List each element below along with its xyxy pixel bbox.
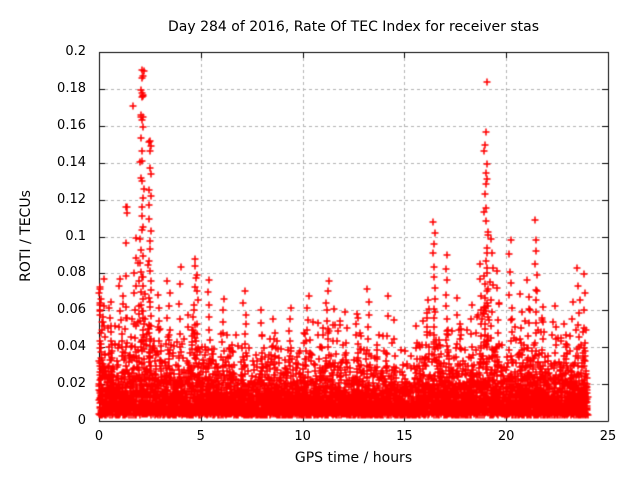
- y-tick-label: 0.04: [57, 339, 86, 355]
- x-tick-label: 10: [294, 429, 311, 444]
- y-tick-label: 0.18: [57, 80, 86, 96]
- x-tick-label: 5: [196, 429, 205, 444]
- y-tick-label: 0.08: [57, 265, 86, 281]
- x-tick-label: 25: [599, 429, 617, 444]
- y-tick-label: 0.02: [57, 376, 86, 392]
- x-axis-label: GPS time / hours: [294, 450, 413, 466]
- chart-title: Day 284 of 2016, Rate Of TEC Index for r…: [167, 19, 540, 35]
- y-tick-label: 0.06: [57, 302, 86, 318]
- y-tick-label: 0.16: [57, 117, 86, 133]
- y-tick-label: 0.14: [57, 154, 86, 170]
- y-tick-label: 0.1: [65, 228, 86, 244]
- x-tick-label: 15: [396, 429, 413, 444]
- x-tick-label: 20: [497, 429, 515, 444]
- y-tick-label: 0: [77, 413, 86, 428]
- x-tick-label: 0: [94, 429, 104, 444]
- y-tick-label: 0.12: [57, 191, 86, 207]
- y-tick-label: 0.2: [65, 44, 86, 59]
